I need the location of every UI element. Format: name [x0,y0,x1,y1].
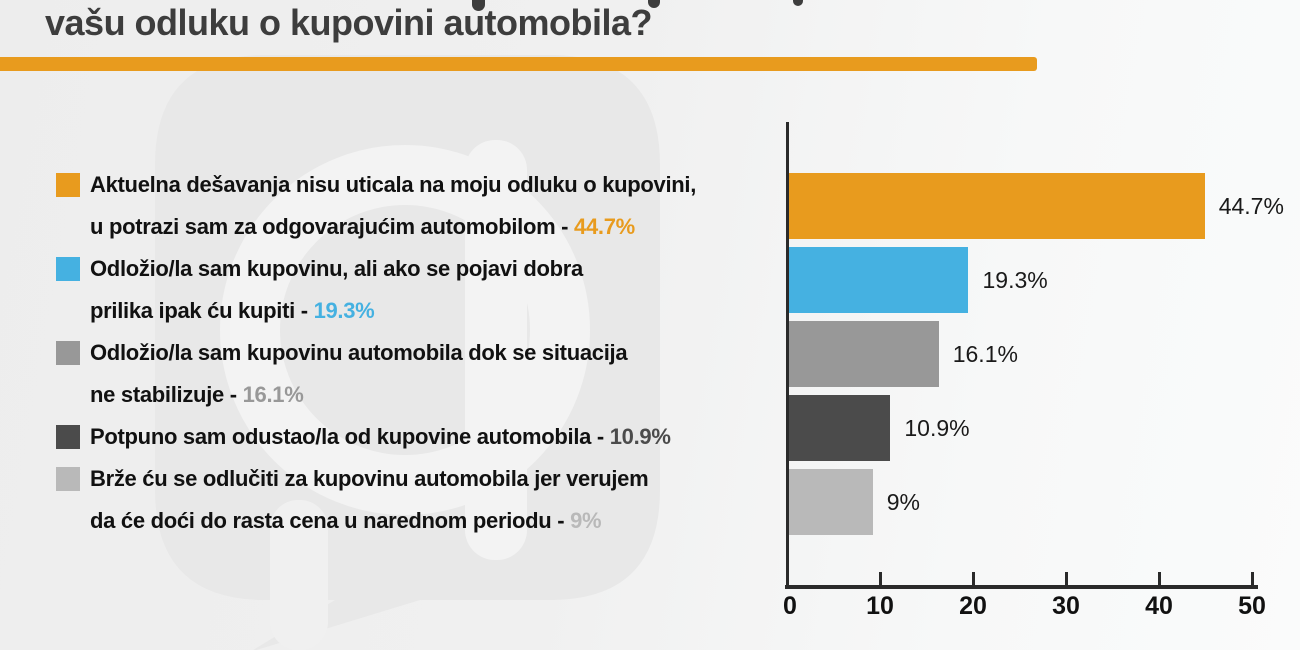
bar-value-label: 44.7% [1218,193,1284,219]
bar-row: 16.1% [789,321,1259,387]
legend-swatch [56,467,80,491]
x-axis-tick [972,572,975,585]
bar [789,469,873,535]
legend-swatch [56,341,80,365]
title-cutoff-fragment [793,0,803,6]
x-axis-tick-label: 30 [1052,592,1080,620]
x-axis-tick [1251,572,1254,585]
legend-value: 10.9% [609,424,671,449]
x-axis-tick-label: 0 [783,592,797,620]
x-axis-tick-label: 20 [959,592,987,620]
bar-row: 44.7% [789,173,1284,239]
bar-row: 19.3% [789,247,1259,313]
x-axis-tick [1065,572,1068,585]
x-axis-line [785,585,1258,589]
bar [789,173,1205,239]
bar-value-label: 16.1% [952,341,1018,367]
legend-line: Brže ću se odlučiti za kupovinu automobi… [90,466,649,491]
legend-line: u potrazi sam za odgovarajućim automobil… [90,214,635,239]
legend-item: Odložio/la sam kupovinu automobila dok s… [56,332,796,416]
legend-label: Odložio/la sam kupovinu, ali ako se poja… [90,248,583,332]
legend-label: Odložio/la sam kupovinu automobila dok s… [90,332,628,416]
legend-label: Potpuno sam odustao/la od kupovine autom… [90,416,671,458]
legend: Aktuelna dešavanja nisu uticala na moju … [56,164,796,542]
legend-value: 19.3% [313,298,375,323]
legend-line: Odložio/la sam kupovinu automobila dok s… [90,340,628,365]
y-axis-line [786,122,789,589]
bar-value-label: 10.9% [904,415,970,441]
legend-label: Brže ću se odlučiti za kupovinu automobi… [90,458,649,542]
bar [789,321,939,387]
bar-row: 9% [789,469,1259,535]
legend-value: 16.1% [242,382,304,407]
bar-row: 10.9% [789,395,1259,461]
legend-label: Aktuelna dešavanja nisu uticala na moju … [90,164,696,248]
x-axis-tick-label: 50 [1238,592,1266,620]
x-axis-tick-label: 40 [1145,592,1173,620]
legend-line: ne stabilizuje - 16.1% [90,382,304,407]
legend-line: Odložio/la sam kupovinu, ali ako se poja… [90,256,583,281]
bar-value-label: 9% [886,489,920,515]
bar-value-label: 19.3% [982,267,1048,293]
legend-line: Potpuno sam odustao/la od kupovine autom… [90,424,671,449]
bar [789,395,891,461]
legend-swatch [56,173,80,197]
title-cutoff-fragment [648,0,660,8]
page-title: vašu odluku o kupovini automobila? [45,2,653,43]
legend-line: Aktuelna dešavanja nisu uticala na moju … [90,172,697,197]
legend-line: prilika ipak ću kupiti - 19.3% [90,298,375,323]
bars-container: 44.7% 19.3% 16.1% 10.9% 9% [789,173,1284,543]
legend-value: 44.7% [574,214,635,239]
legend-item: Potpuno sam odustao/la od kupovine autom… [56,416,796,458]
title-cutoff-fragment [472,0,485,11]
bar [789,247,969,313]
legend-item: Aktuelna dešavanja nisu uticala na moju … [56,164,796,248]
x-axis-tick [1158,572,1161,585]
legend-item: Odložio/la sam kupovinu, ali ako se poja… [56,248,796,332]
x-axis-tick-label: 10 [866,592,894,620]
legend-line: da će doći do rasta cena u narednom peri… [90,508,602,533]
legend-swatch [56,425,80,449]
x-axis-tick [879,572,882,585]
legend-item: Brže ću se odlučiti za kupovinu automobi… [56,458,796,542]
title-underline-bar [0,57,1037,71]
legend-swatch [56,257,80,281]
legend-value: 9% [570,508,602,533]
